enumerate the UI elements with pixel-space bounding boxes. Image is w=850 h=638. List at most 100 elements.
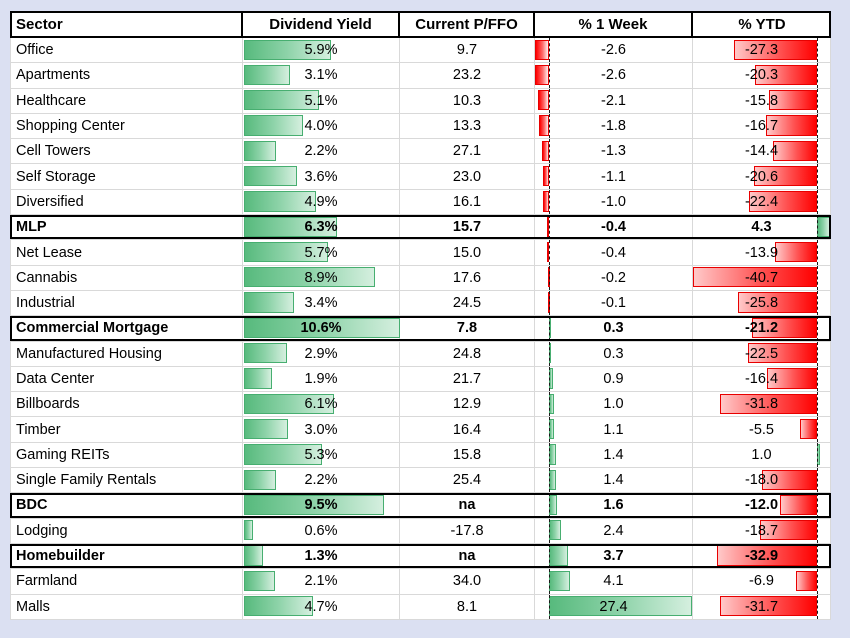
zero-axis-line	[816, 341, 818, 366]
sector-label: Healthcare	[16, 92, 87, 109]
table-row: Diversified 4.9% 16.1 -1.0 -22.4	[10, 189, 831, 216]
dividend-yield-value: 2.9%	[304, 345, 338, 362]
sector-label: Farmland	[16, 573, 78, 590]
ytd-cell: 1.0	[693, 442, 831, 468]
sector-label: Net Lease	[16, 244, 83, 261]
dividend-yield-cell: 4.0%	[243, 113, 400, 139]
ytd-value: -31.7	[744, 598, 779, 615]
pffo-cell: 10.3	[400, 88, 535, 113]
ytd-data-bar	[800, 418, 817, 440]
dividend-yield-value: 1.9%	[304, 371, 338, 387]
ytd-value: -40.7	[744, 269, 779, 286]
week-value: -2.6	[601, 67, 626, 84]
table-row: Timber 3.0% 16.4 1.1 -5.5	[10, 417, 831, 443]
week-value: -1.0	[601, 193, 626, 210]
week-cell: -0.4	[535, 240, 693, 265]
week-data-bar	[548, 469, 556, 490]
week-data-bar	[548, 545, 568, 566]
ytd-value: 1.0	[751, 446, 772, 463]
table-row: Data Center 1.9% 21.7 0.9 -16.4	[10, 366, 831, 393]
week-data-bar	[546, 216, 549, 237]
sector-cell: Billboards	[10, 392, 243, 417]
pffo-value: 24.8	[452, 345, 482, 362]
ytd-data-bar	[733, 39, 817, 60]
ytd-data-bar	[748, 191, 817, 212]
dividend-yield-value: 2.1%	[304, 573, 338, 590]
column-header-current-pffo: Current P/FFO	[400, 11, 535, 38]
zero-axis-line	[816, 290, 818, 316]
dividend-yield-cell: 0.6%	[243, 518, 400, 543]
ytd-data-bar	[816, 216, 830, 237]
dividend-yield-value: 3.4%	[304, 295, 338, 312]
ytd-cell: -6.9	[693, 569, 831, 594]
table-row: Billboards 6.1% 12.9 1.0 -31.8	[10, 392, 831, 418]
zero-axis-line	[548, 290, 550, 316]
dividend-yield-data-bar	[244, 216, 337, 237]
week-value: -1.1	[601, 168, 626, 185]
zero-axis-line	[816, 240, 818, 265]
dividend-yield-data-bar	[244, 494, 384, 516]
ytd-value: -18.0	[744, 472, 779, 489]
sector-label: MLP	[16, 219, 47, 236]
sector-cell: Lodging	[10, 518, 243, 543]
week-cell: -1.3	[535, 139, 693, 164]
pffo-value: 23.0	[452, 168, 482, 185]
sector-cell: Shopping Center	[10, 113, 243, 139]
dividend-yield-cell: 2.2%	[243, 468, 400, 493]
dividend-yield-data-bar	[244, 393, 334, 414]
dividend-yield-value: 4.7%	[304, 598, 338, 615]
dividend-yield-cell: 3.6%	[243, 164, 400, 189]
zero-axis-line	[548, 518, 550, 543]
ytd-data-bar	[759, 520, 817, 541]
week-cell: 1.4	[535, 468, 693, 493]
dividend-yield-data-bar	[244, 267, 375, 288]
table-row: Gaming REITs 5.3% 15.8 1.4 1.0	[10, 442, 831, 469]
ytd-data-bar	[780, 494, 817, 516]
sector-label: Self Storage	[16, 168, 96, 185]
ytd-value: -12.0	[744, 497, 779, 514]
pffo-cell: 34.0	[400, 569, 535, 594]
pffo-cell: 24.8	[400, 341, 535, 366]
ytd-cell: 4.3	[693, 215, 831, 240]
pffo-cell: 21.7	[400, 366, 535, 392]
week-value: 0.3	[603, 320, 624, 337]
dividend-yield-data-bar	[244, 140, 277, 161]
ytd-data-bar	[693, 267, 817, 288]
ytd-cell: -18.0	[693, 468, 831, 493]
zero-axis-line	[816, 113, 818, 139]
dividend-yield-cell: 5.3%	[243, 442, 400, 468]
sector-cell: Farmland	[10, 569, 243, 594]
week-data-bar	[546, 241, 549, 263]
sector-label: Billboards	[16, 396, 80, 413]
ytd-value: -16.4	[744, 371, 779, 387]
week-value: 4.1	[603, 573, 624, 590]
pffo-value: 21.7	[452, 371, 482, 387]
zero-axis-line	[548, 38, 550, 63]
ytd-value: 4.3	[751, 219, 772, 236]
week-value: -2.1	[601, 92, 626, 109]
dividend-yield-cell: 3.0%	[243, 417, 400, 442]
ytd-value: -18.7	[744, 522, 779, 539]
week-cell: 0.3	[535, 341, 693, 366]
ytd-cell: -22.5	[693, 341, 831, 366]
dividend-yield-cell: 3.1%	[243, 63, 400, 88]
table-row: Office 5.9% 9.7 -2.6 -27.3	[10, 38, 831, 64]
week-cell: -1.0	[535, 189, 693, 215]
ytd-cell: -16.4	[693, 366, 831, 392]
ytd-value: -13.9	[744, 244, 779, 261]
zero-axis-line	[548, 189, 550, 215]
pffo-cell: 15.8	[400, 442, 535, 468]
ytd-value: -22.4	[744, 193, 779, 210]
sector-label: BDC	[16, 497, 48, 514]
dividend-yield-value: 5.7%	[304, 244, 338, 261]
zero-axis-line	[816, 518, 818, 543]
ytd-cell: -32.9	[693, 543, 831, 569]
week-cell: -2.1	[535, 88, 693, 113]
week-value: 1.6	[603, 497, 624, 514]
sector-label: Apartments	[16, 67, 91, 84]
sector-cell: Homebuilder	[10, 543, 243, 569]
dividend-yield-value: 0.6%	[304, 522, 338, 539]
zero-axis-line	[816, 164, 818, 189]
sector-cell: Healthcare	[10, 88, 243, 113]
zero-axis-line	[548, 63, 550, 88]
